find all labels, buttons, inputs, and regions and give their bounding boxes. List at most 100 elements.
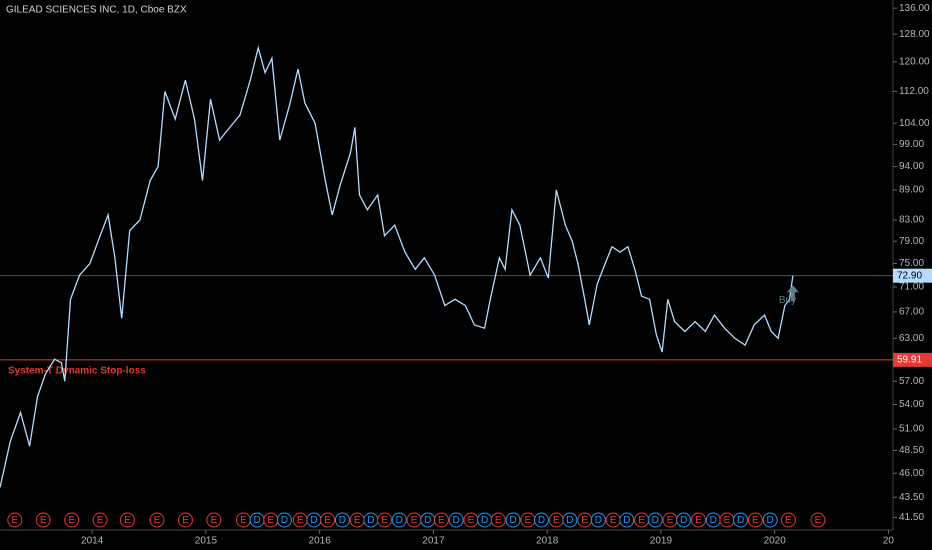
event-label: D <box>680 515 687 526</box>
event-marker <box>533 512 549 528</box>
event-label: E <box>815 515 822 526</box>
buy-label: Buy <box>779 295 796 306</box>
event-marker <box>276 512 292 528</box>
buy-arrow <box>786 285 799 302</box>
y-tick-label: 128.00 <box>899 29 930 40</box>
event-label: E <box>553 515 560 526</box>
event-label: E <box>240 515 247 526</box>
event-label: E <box>438 515 445 526</box>
y-tick-label: 63.00 <box>899 333 924 344</box>
y-tick-label: 71.00 <box>899 282 924 293</box>
event-marker <box>505 512 521 528</box>
event-marker <box>747 512 763 528</box>
event-label: D <box>424 515 431 526</box>
event-marker <box>619 512 635 528</box>
event-marker <box>177 512 193 528</box>
event-label: D <box>396 515 403 526</box>
event-marker <box>64 512 80 528</box>
event-label: E <box>581 515 588 526</box>
y-tick-label: 67.00 <box>899 307 924 318</box>
event-label: E <box>354 515 361 526</box>
event-label: D <box>652 515 659 526</box>
event-label: E <box>182 515 189 526</box>
event-marker <box>448 512 464 528</box>
event-label: D <box>737 515 744 526</box>
event-label: E <box>495 515 502 526</box>
event-label: E <box>124 515 131 526</box>
event-label: D <box>767 515 774 526</box>
event-label: E <box>667 515 674 526</box>
event-label: E <box>211 515 218 526</box>
event-label: E <box>525 515 532 526</box>
y-tick-label: 75.00 <box>899 258 924 269</box>
event-label: D <box>710 515 717 526</box>
event-label: D <box>481 515 488 526</box>
event-label: D <box>281 515 288 526</box>
event-label: D <box>595 515 602 526</box>
y-tick-label: 94.00 <box>899 161 924 172</box>
y-tick-label: 112.00 <box>899 86 929 97</box>
stop_loss-label-box <box>893 352 932 367</box>
event-label: D <box>367 515 374 526</box>
event-label: E <box>468 515 475 526</box>
event-marker <box>690 512 706 528</box>
event-label: E <box>324 515 331 526</box>
event-marker <box>320 512 336 528</box>
event-label: D <box>566 515 573 526</box>
y-tick-label: 89.00 <box>899 185 924 196</box>
stop_loss-label: 59.91 <box>897 355 922 366</box>
event-marker <box>206 512 222 528</box>
event-marker <box>35 512 51 528</box>
x-tick-label: 2017 <box>422 536 445 547</box>
event-label: D <box>453 515 460 526</box>
event-marker <box>780 512 796 528</box>
event-marker <box>562 512 578 528</box>
event-marker <box>490 512 506 528</box>
y-tick-label: 83.00 <box>899 215 924 226</box>
event-label: E <box>610 515 617 526</box>
event-label: E <box>11 515 18 526</box>
x-tick-label: 2014 <box>81 536 104 547</box>
event-label: E <box>411 515 418 526</box>
y-tick-label: 51.00 <box>899 424 924 435</box>
event-label: E <box>381 515 388 526</box>
event-marker <box>762 512 778 528</box>
y-tick-label: 57.00 <box>899 376 924 387</box>
y-tick-label: 48.50 <box>899 445 924 456</box>
y-tick-label: 46.00 <box>899 468 924 479</box>
event-label: E <box>97 515 104 526</box>
chart-title: GILEAD SCIENCES INC, 1D, Cboe BZX <box>6 5 187 16</box>
x-tick-label: 2015 <box>195 536 218 547</box>
event-marker <box>676 512 692 528</box>
event-marker <box>119 512 135 528</box>
event-marker <box>7 512 23 528</box>
event-label: D <box>623 515 630 526</box>
event-marker <box>391 512 407 528</box>
y-tick-label: 43.50 <box>899 492 924 503</box>
event-label: E <box>785 515 792 526</box>
event-marker <box>149 512 165 528</box>
y-tick-label: 54.00 <box>899 399 924 410</box>
x-tick-label: 2016 <box>309 536 332 547</box>
event-marker <box>810 512 826 528</box>
event-label: D <box>253 515 260 526</box>
x-tick-label: 2018 <box>536 536 559 547</box>
event-label: E <box>297 515 304 526</box>
event-label: E <box>695 515 702 526</box>
event-label: E <box>267 515 274 526</box>
event-marker <box>92 512 108 528</box>
y-tick-label: 41.50 <box>899 512 924 523</box>
event-marker <box>377 512 393 528</box>
y-tick-label: 136.00 <box>899 3 930 14</box>
x-tick-label: 2020 <box>764 536 787 547</box>
stop-loss-annotation: System-T Dynamic Stop-loss <box>8 366 146 377</box>
event-marker <box>334 512 350 528</box>
event-label: D <box>339 515 346 526</box>
event-marker <box>733 512 749 528</box>
event-label: D <box>538 515 545 526</box>
event-marker <box>647 512 663 528</box>
event-label: E <box>154 515 161 526</box>
x-tick-label: 2019 <box>650 536 673 547</box>
